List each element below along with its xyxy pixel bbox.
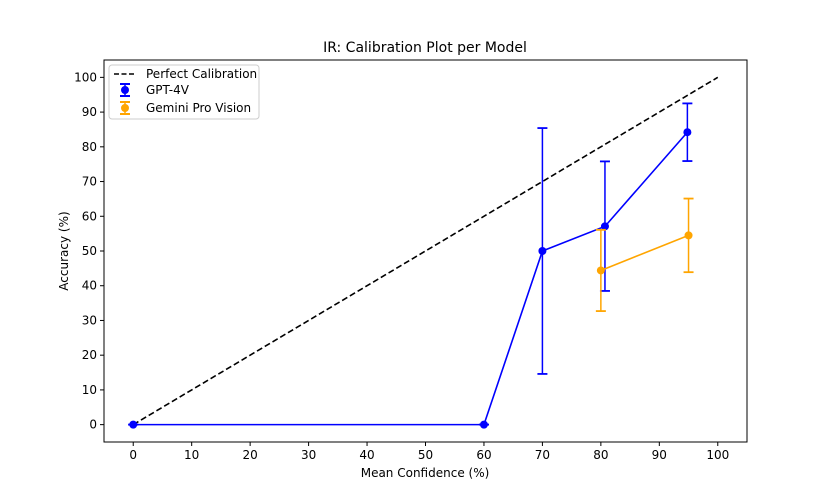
x-tick-label: 40 xyxy=(359,448,374,462)
x-tick-label: 50 xyxy=(418,448,433,462)
legend-gpt4v-swatch xyxy=(120,83,130,97)
x-tick-label: 30 xyxy=(301,448,316,462)
series-0-point xyxy=(538,247,547,255)
legend-box xyxy=(108,64,260,120)
chart-title: IR: Calibration Plot per Model xyxy=(323,40,527,56)
x-axis-label: Mean Confidence (%) xyxy=(361,466,490,480)
y-tick-label: 90 xyxy=(82,105,97,119)
y-tick-label: 20 xyxy=(82,348,97,362)
series-0-point xyxy=(129,420,138,429)
y-tick-label: 30 xyxy=(82,313,97,327)
perfect-calibration-line xyxy=(132,76,719,426)
x-tick-label: 100 xyxy=(706,448,729,462)
y-tick-label: 60 xyxy=(82,209,97,223)
y-tick-label: 70 xyxy=(82,175,97,189)
x-tick-label: 80 xyxy=(593,448,608,462)
series-0-point xyxy=(600,222,609,231)
x-tick-label: 90 xyxy=(652,448,667,462)
chart-marks xyxy=(128,76,719,429)
legend-perfect-calibration-label: Perfect Calibration xyxy=(146,67,257,81)
series-0-point xyxy=(683,128,692,137)
x-tick-label: 20 xyxy=(242,448,257,462)
y-axis-label: Accuracy (%) xyxy=(57,211,71,290)
legend-gemini-label: Gemini Pro Vision xyxy=(146,101,251,115)
axis-ticks: 0 10 20 30 40 50 60 70 80 90 100 0 10 20 30 40 50 60 70 80 9… xyxy=(74,70,729,462)
y-tick-label: 100 xyxy=(74,70,97,84)
series-1-line xyxy=(600,234,689,272)
legend-gpt4v-label: GPT-4V xyxy=(146,83,190,97)
y-tick-label: 50 xyxy=(82,244,97,258)
legend-gemini-swatch xyxy=(120,101,130,115)
y-tick-label: 80 xyxy=(82,140,97,154)
x-tick-label: 10 xyxy=(184,448,199,462)
legend: Perfect Calibration GPT-4V Gemini Pro Vi… xyxy=(108,64,260,120)
x-tick-label: 0 xyxy=(129,448,137,462)
x-tick-label: 70 xyxy=(535,448,550,462)
series-1-point xyxy=(596,266,605,275)
series-1-point xyxy=(684,231,693,240)
y-tick-label: 10 xyxy=(82,383,97,397)
y-tick-label: 40 xyxy=(82,279,97,293)
x-tick-label: 60 xyxy=(476,448,491,462)
y-tick-label: 0 xyxy=(89,418,97,432)
series-0-point xyxy=(479,420,488,429)
